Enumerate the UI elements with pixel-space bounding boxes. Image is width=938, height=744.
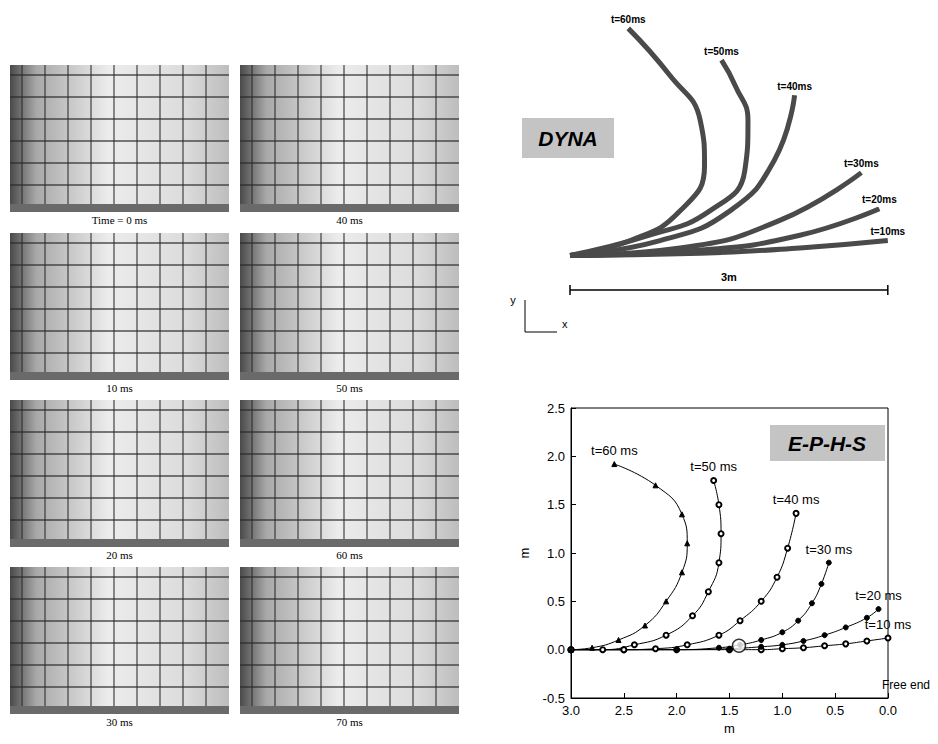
svg-text:t=10ms: t=10ms: [870, 226, 905, 237]
html-text:10 ms: 10 ms: [106, 382, 133, 394]
svg-text:0.0: 0.0: [879, 703, 897, 718]
svg-text:m: m: [724, 721, 735, 736]
svg-text:m: m: [517, 548, 532, 559]
svg-text:1.5: 1.5: [720, 703, 738, 718]
svg-text:2.5: 2.5: [615, 703, 633, 718]
svg-text:3m: 3m: [721, 271, 737, 283]
svg-text:t=60 ms: t=60 ms: [591, 443, 638, 458]
svg-text:0.5: 0.5: [547, 594, 565, 609]
svg-text:1.0: 1.0: [773, 703, 791, 718]
svg-text:Free end: Free end: [882, 678, 930, 692]
html-text:40 ms: 40 ms: [336, 214, 363, 226]
html-text:Time = 0 ms: Time = 0 ms: [91, 214, 148, 226]
html-text:70 ms: 70 ms: [336, 716, 363, 728]
svg-text:0.5: 0.5: [826, 703, 844, 718]
svg-text:1.0: 1.0: [547, 546, 565, 561]
svg-text:0.0: 0.0: [547, 642, 565, 657]
html-text:60 ms: 60 ms: [336, 549, 363, 561]
svg-text:2.0: 2.0: [547, 449, 565, 464]
svg-text:t=60ms: t=60ms: [611, 14, 646, 25]
svg-text:t=30ms: t=30ms: [844, 158, 879, 169]
svg-text:t=50 ms: t=50 ms: [690, 459, 737, 474]
svg-text:t=40 ms: t=40 ms: [773, 492, 820, 507]
svg-text:t=30 ms: t=30 ms: [806, 542, 853, 557]
svg-text:-0.5: -0.5: [542, 690, 565, 706]
svg-text:t=10 ms: t=10 ms: [865, 617, 912, 632]
svg-text:2.5: 2.5: [547, 401, 565, 416]
svg-text:t=40ms: t=40ms: [777, 81, 812, 92]
svg-text:3.0: 3.0: [562, 703, 580, 718]
svg-text:t=20 ms: t=20 ms: [855, 588, 902, 603]
svg-text:1.5: 1.5: [547, 497, 565, 512]
svg-text:t=50ms: t=50ms: [704, 46, 739, 57]
svg-text:t=20ms: t=20ms: [862, 194, 897, 205]
html-text:30 ms: 30 ms: [106, 716, 133, 728]
html-text:50 ms: 50 ms: [336, 382, 363, 394]
html-text:20 ms: 20 ms: [106, 549, 133, 561]
svg-text:x: x: [562, 318, 568, 330]
svg-text:E-P-H-S: E-P-H-S: [788, 432, 866, 455]
svg-text:DYNA: DYNA: [538, 127, 598, 150]
svg-text:2.0: 2.0: [668, 703, 686, 718]
svg-text:y: y: [510, 294, 516, 306]
